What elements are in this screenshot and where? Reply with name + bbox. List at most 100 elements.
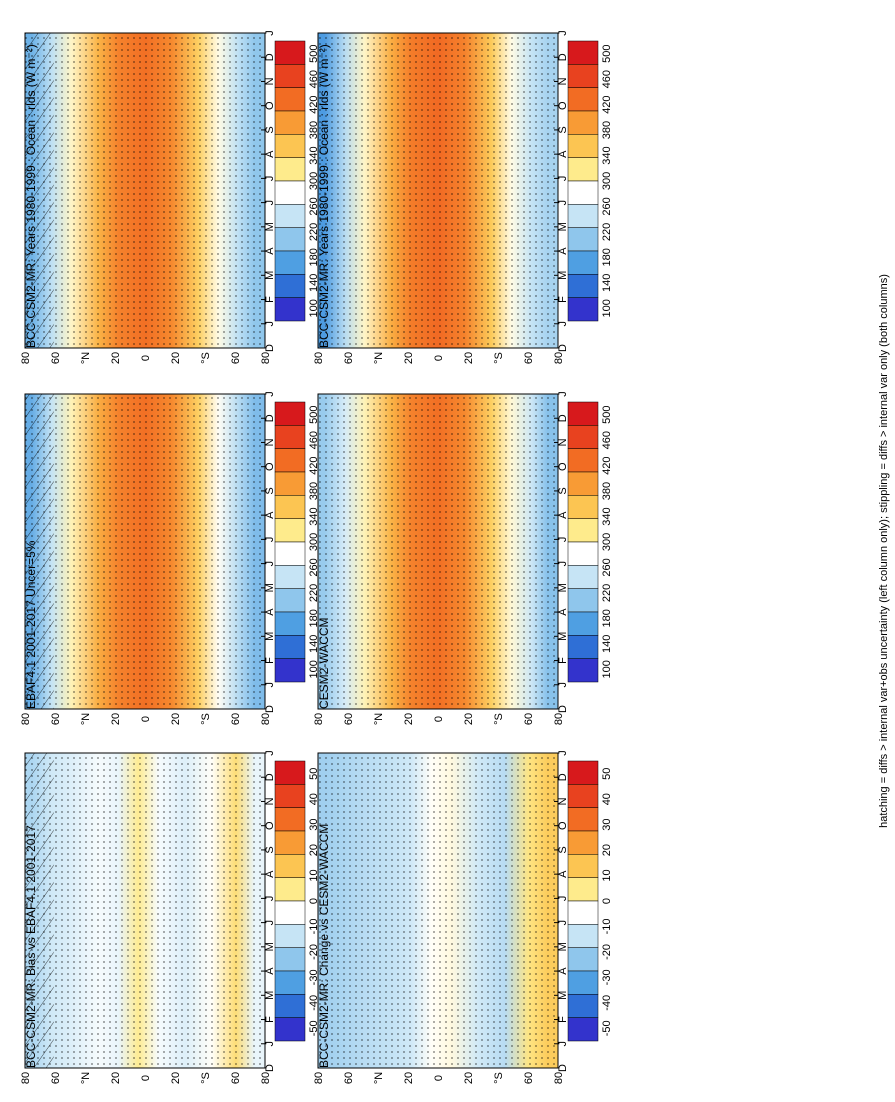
x-tick-label: M: [557, 942, 569, 951]
x-tick-label: J: [557, 537, 569, 543]
colorbar-swatch: [567, 994, 599, 1018]
stippling-overlay: [25, 33, 265, 348]
x-tick-label: D: [264, 53, 276, 61]
y-tick-label: 80: [260, 1072, 272, 1084]
colorbar-swatch: [274, 401, 306, 426]
panel-frame: [24, 752, 266, 1069]
x-tick-label: J: [557, 920, 569, 926]
colorbar-tick-label: 380: [308, 482, 320, 500]
colorbar-tick-label: 500: [308, 406, 320, 424]
colorbar-swatch: [274, 635, 306, 659]
colorbar-swatch: [567, 134, 599, 158]
panel-p1: BCC-CSM2-MR: Years 1980-1999 : Ocean : r…: [20, 30, 320, 364]
colorbar-tick-label: 140: [601, 274, 613, 292]
x-tick-label: S: [557, 126, 569, 133]
y-tick-label: °N: [80, 713, 92, 725]
colorbar-tick-label: 460: [308, 431, 320, 449]
y-tick-label: 80: [20, 713, 32, 725]
x-tick-label: J: [557, 391, 569, 397]
colorbar-tick-label: 20: [308, 844, 320, 856]
colorbar-swatch: [567, 204, 599, 228]
x-tick-label: A: [557, 511, 569, 519]
colorbar-tick-label: 100: [601, 660, 613, 678]
y-tick-label: 80: [260, 352, 272, 364]
x-tick-label: D: [264, 705, 276, 713]
y-tick-label: 60: [230, 1072, 242, 1084]
x-tick-label: J: [264, 920, 276, 926]
colorbar-tick-label: 340: [601, 146, 613, 164]
x-tick-label: S: [557, 846, 569, 853]
colorbar-swatch: [274, 541, 306, 566]
colorbar-swatch: [274, 250, 306, 275]
colorbar-swatch: [274, 64, 306, 88]
colorbar-tick-label: 40: [308, 793, 320, 805]
colorbar-swatch: [567, 947, 599, 972]
colorbar-tick-label: 260: [601, 558, 613, 576]
colorbar-swatch: [274, 425, 306, 449]
x-tick-label: N: [264, 77, 276, 85]
x-tick-label: J: [557, 200, 569, 206]
x-tick-label: N: [557, 438, 569, 446]
colorbar-tick-label: 300: [601, 172, 613, 190]
colorbar-tick-label: 140: [601, 635, 613, 653]
colorbar-tick-label: 300: [308, 533, 320, 551]
y-tick-label: 20: [403, 1072, 415, 1084]
x-tick-label: S: [264, 846, 276, 853]
x-tick-label: M: [557, 583, 569, 592]
panel-p6: BCC-CSM2-MR: Change vs CESM2-WACCM D J F M A M…: [313, 750, 613, 1084]
x-tick-label: A: [557, 608, 569, 616]
colorbar-tick-label: 500: [308, 45, 320, 63]
y-tick-label: 60: [230, 713, 242, 725]
colorbar-swatch: [274, 87, 306, 112]
y-tick-label: 20: [463, 713, 475, 725]
colorbar-swatch: [274, 204, 306, 228]
x-tick-label: M: [264, 222, 276, 231]
hatching-overlay: [25, 33, 54, 348]
y-tick-label: 80: [313, 1072, 325, 1084]
colorbar-tick-label: 380: [308, 121, 320, 139]
y-tick-label: 0: [140, 1075, 152, 1081]
colorbar-tick-label: 100: [308, 299, 320, 317]
colorbar-swatch: [274, 134, 306, 158]
panel-title: BCC-CSM2-MR: Bias vs EBAF4.1 2001-2017: [24, 825, 38, 1068]
colorbar-swatch: [567, 565, 599, 589]
colorbar-tick-label: 180: [308, 248, 320, 266]
panel-p5: BCC-CSM2-MR: Bias vs EBAF4.1 2001-2017 D J…: [20, 750, 320, 1084]
x-tick-label: O: [264, 462, 276, 471]
x-tick-label: D: [557, 773, 569, 781]
colorbar-tick-label: -40: [601, 995, 613, 1011]
x-tick-label: A: [264, 511, 276, 519]
colorbar-swatch: [274, 611, 306, 636]
colorbar-tick-label: 420: [601, 456, 613, 474]
colorbar-tick-label: 40: [601, 793, 613, 805]
colorbar-swatch: [567, 854, 599, 878]
x-tick-label: J: [264, 200, 276, 206]
colorbar-tick-label: 180: [601, 609, 613, 627]
y-tick-label: 20: [463, 352, 475, 364]
colorbar-swatch: [274, 658, 306, 683]
y-tick-label: °N: [80, 352, 92, 364]
y-tick-label: 20: [110, 713, 122, 725]
colorbar-tick-label: 420: [601, 95, 613, 113]
x-tick-label: A: [557, 247, 569, 255]
colorbar-swatch: [567, 541, 599, 566]
stippling-overlay: [318, 33, 558, 348]
x-tick-label: J: [264, 176, 276, 182]
panel-title: BCC-CSM2-MR: Years 1980-1999 : Ocean : r…: [317, 44, 331, 348]
y-tick-label: 60: [230, 352, 242, 364]
colorbar-swatch: [567, 518, 599, 543]
x-tick-label: D: [557, 344, 569, 352]
colorbar-tick-label: 30: [308, 819, 320, 831]
x-tick-label: M: [264, 632, 276, 641]
y-tick-label: 0: [140, 355, 152, 361]
x-tick-label: O: [264, 101, 276, 110]
x-tick-label: J: [557, 896, 569, 902]
x-tick-label: J: [264, 391, 276, 397]
colorbar-tick-label: 50: [601, 768, 613, 780]
colorbar-tick-label: 30: [601, 819, 613, 831]
colorbar-swatch: [274, 588, 306, 613]
colorbar-tick-label: 340: [308, 146, 320, 164]
colorbar-tick-label: -10: [601, 919, 613, 935]
colorbar-swatch: [567, 830, 599, 855]
x-tick-label: J: [264, 30, 276, 36]
